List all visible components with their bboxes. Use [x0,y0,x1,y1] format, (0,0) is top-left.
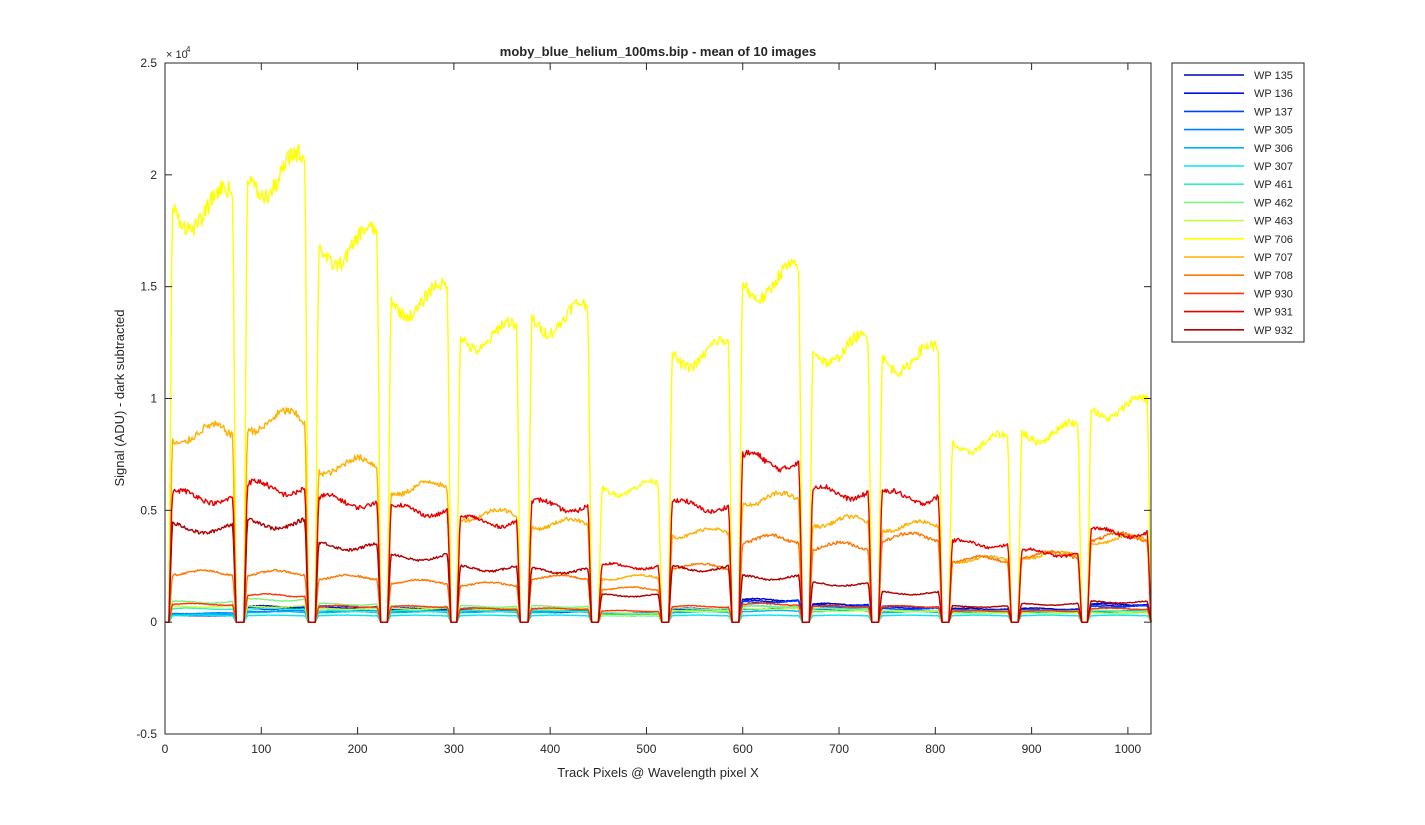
legend-item[interactable]: WP 462 [1184,197,1293,209]
y-tick-label: 1.5 [140,280,157,294]
legend-item[interactable]: WP 305 [1184,125,1293,137]
y-tick-label: -0.5 [136,727,157,741]
axis-ticks: 0 100 200 300 400 500 600 700 800 900 1000 -0.5 0 0.5… [136,56,1151,756]
legend-item[interactable]: WP 708 [1184,270,1293,282]
legend-item[interactable]: WP 930 [1184,288,1293,300]
plot-area [165,63,1151,734]
legend-label: WP 305 [1254,125,1293,137]
series-layer [165,143,1152,623]
x-tick-label: 0 [162,742,169,756]
x-tick-label: 300 [444,742,464,756]
legend-label: WP 931 [1254,307,1293,319]
legend-items: WP 135 WP 136 WP 137 WP 305 WP 306 WP 307 WP 4… [1184,70,1293,337]
legend-item[interactable]: WP 307 [1184,161,1293,173]
legend-item[interactable]: WP 931 [1184,307,1293,319]
series-line [165,449,1152,623]
x-tick-label: 700 [829,742,849,756]
legend-label: WP 307 [1254,161,1293,173]
series-line [165,143,1152,623]
y-tick-label: 2 [150,168,157,182]
x-tick-label: 400 [540,742,560,756]
x-tick-label: 100 [251,742,271,756]
legend-item[interactable]: WP 137 [1184,106,1293,118]
legend-item[interactable]: WP 136 [1184,88,1293,100]
x-tick-label: 200 [348,742,368,756]
legend-label: WP 930 [1254,288,1293,300]
series-line [165,530,1152,623]
x-tick-label: 500 [636,742,656,756]
legend-label: WP 306 [1254,143,1293,155]
x-tick-label: 900 [1022,742,1042,756]
x-axis-label: Track Pixels @ Wavelength pixel X [557,765,759,780]
y-axis-label: Signal (ADU) - dark subtracted [112,309,127,486]
series-line [165,517,1152,623]
legend-label: WP 461 [1254,179,1293,191]
legend-item[interactable]: WP 461 [1184,179,1293,191]
legend-label: WP 462 [1254,197,1293,209]
y-exponent-base: × 10 [166,49,188,61]
y-tick-label: 0.5 [140,503,157,517]
legend-label: WP 135 [1254,70,1293,82]
x-tick-label: 800 [925,742,945,756]
legend-label: WP 137 [1254,106,1293,118]
legend-item[interactable]: WP 306 [1184,143,1293,155]
legend-item[interactable]: WP 706 [1184,234,1293,246]
y-tick-label: 1 [150,392,157,406]
series-line [165,407,1152,623]
series-line [165,592,1152,623]
legend-item[interactable]: WP 463 [1184,216,1293,228]
legend-label: WP 932 [1254,325,1293,337]
legend-item[interactable]: WP 707 [1184,252,1293,264]
legend-item[interactable]: WP 932 [1184,325,1293,337]
legend-label: WP 708 [1254,270,1293,282]
legend-label: WP 707 [1254,252,1293,264]
legend-item[interactable]: WP 135 [1184,70,1293,82]
x-tick-label: 1000 [1115,742,1142,756]
legend[interactable]: WP 135 WP 136 WP 137 WP 305 WP 306 WP 307 WP 4… [1171,62,1305,343]
legend-label: WP 706 [1254,234,1293,246]
x-tick-label: 600 [733,742,753,756]
legend-label: WP 463 [1254,216,1293,228]
y-tick-label: 0 [150,615,157,629]
y-tick-label: 2.5 [140,56,157,70]
plot-frame [164,62,1152,735]
y-exponent-label: × 10 4 [166,45,191,61]
chart-title: moby_blue_helium_100ms.bip - mean of 10 … [500,44,816,59]
legend-label: WP 136 [1254,88,1293,100]
series-line [165,604,1152,623]
y-exponent-power: 4 [186,45,191,54]
